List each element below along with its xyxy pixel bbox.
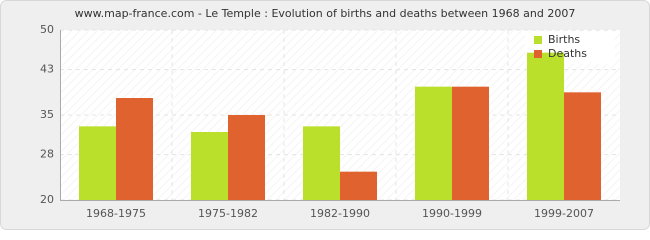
y-tick-label: 20 — [40, 193, 54, 206]
legend-swatch — [534, 36, 542, 44]
bar — [116, 98, 153, 200]
x-tick-label: 1982-1990 — [310, 207, 370, 220]
bar — [415, 86, 452, 200]
x-tick-label: 1968-1975 — [86, 207, 146, 220]
bar — [79, 126, 116, 200]
bar — [452, 86, 489, 200]
legend-label: Births — [548, 33, 580, 46]
x-tick-label: 1990-1999 — [422, 207, 482, 220]
y-tick-label: 35 — [40, 108, 54, 121]
legend-swatch — [534, 50, 542, 58]
bar — [303, 126, 340, 200]
bar — [340, 171, 377, 200]
bar — [191, 132, 228, 200]
x-tick-label: 1975-1982 — [198, 207, 258, 220]
chart: www.map-france.com - Le Temple : Evoluti… — [0, 0, 650, 230]
bar — [228, 115, 265, 200]
bar — [564, 92, 601, 200]
legend-label: Deaths — [548, 47, 587, 60]
bar — [527, 52, 564, 200]
y-tick-label: 50 — [40, 23, 54, 36]
y-tick-label: 43 — [40, 63, 54, 76]
y-tick-label: 28 — [40, 148, 54, 161]
chart-title: www.map-france.com - Le Temple : Evoluti… — [75, 7, 576, 20]
x-tick-label: 1999-2007 — [534, 207, 594, 220]
